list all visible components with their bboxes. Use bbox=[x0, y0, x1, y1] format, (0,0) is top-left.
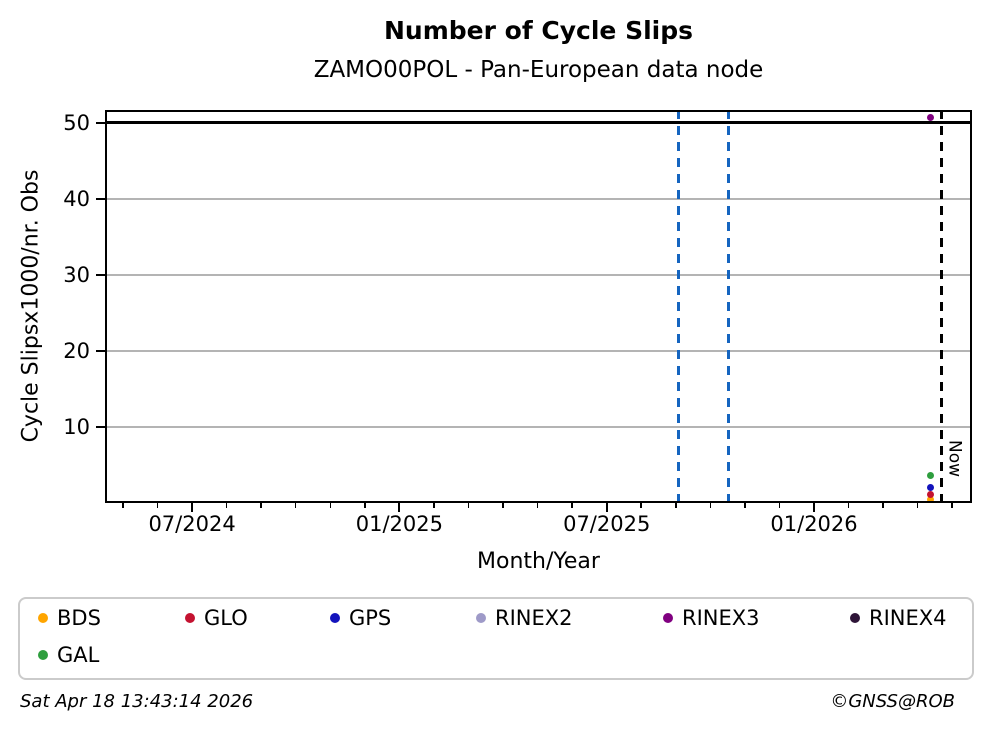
y-gridline bbox=[107, 198, 970, 200]
chart-subtitle: ZAMO00POL - Pan-European data node bbox=[313, 57, 764, 83]
x-minor-tick bbox=[744, 503, 746, 508]
legend-item-rinex4: RINEX4 bbox=[850, 605, 947, 631]
x-major-tick bbox=[191, 503, 194, 512]
data-point-gal bbox=[926, 472, 934, 480]
legend-item-gal: GAL bbox=[38, 642, 99, 668]
x-minor-tick bbox=[329, 503, 332, 508]
y-tick-label: 30 bbox=[63, 262, 90, 287]
legend-label: GPS bbox=[349, 606, 392, 630]
x-axis-label: Month/Year bbox=[477, 549, 600, 574]
x-major-tick bbox=[398, 503, 401, 512]
legend: BDS GLO GPS RINEX2 RINEX3 RINEX4 GAL bbox=[18, 597, 974, 680]
x-minor-tick bbox=[778, 503, 781, 508]
legend-label: GAL bbox=[57, 643, 100, 667]
event-line bbox=[726, 110, 730, 503]
x-minor-tick bbox=[709, 503, 712, 508]
x-minor-tick bbox=[467, 503, 470, 508]
x-minor-tick bbox=[847, 503, 850, 508]
plot-timestamp: Sat Apr 18 13:43:14 2026 bbox=[20, 691, 254, 712]
y-tick bbox=[96, 197, 105, 200]
x-minor-tick bbox=[640, 503, 642, 508]
data-point-glo bbox=[926, 491, 934, 499]
legend-marker-rinex4 bbox=[850, 613, 860, 623]
y-gridline bbox=[107, 350, 970, 352]
legend-marker-glo bbox=[185, 613, 195, 623]
x-tick-label: 07/2025 bbox=[563, 512, 651, 536]
now-line bbox=[939, 110, 943, 503]
y-tick-label: 10 bbox=[63, 414, 90, 439]
legend-item-rinex2: RINEX2 bbox=[476, 605, 573, 631]
legend-marker-rinex2 bbox=[476, 613, 486, 623]
y-tick bbox=[96, 349, 105, 352]
x-tick-label: 01/2025 bbox=[355, 512, 443, 536]
legend-marker-gps bbox=[330, 613, 340, 623]
y-gridline bbox=[107, 274, 970, 276]
legend-label: GLO bbox=[204, 606, 248, 630]
legend-marker-bds bbox=[38, 613, 48, 623]
x-minor-tick bbox=[675, 503, 677, 508]
y-gridline bbox=[107, 426, 970, 428]
legend-item-rinex3: RINEX3 bbox=[663, 605, 760, 631]
legend-marker-gal bbox=[38, 650, 48, 660]
y-tick-label: 50 bbox=[63, 110, 90, 135]
x-major-tick bbox=[605, 503, 608, 512]
x-minor-tick bbox=[294, 503, 297, 508]
now-label: Now bbox=[944, 440, 965, 478]
threshold-line bbox=[105, 121, 972, 125]
legend-marker-rinex3 bbox=[663, 613, 673, 623]
y-tick bbox=[96, 425, 105, 428]
x-minor-tick bbox=[916, 503, 919, 508]
y-tick bbox=[96, 121, 105, 124]
legend-label: RINEX3 bbox=[682, 606, 760, 630]
data-point-bds bbox=[926, 495, 934, 503]
legend-item-glo: GLO bbox=[185, 605, 248, 631]
legend-label: BDS bbox=[57, 606, 101, 630]
legend-item-gps: GPS bbox=[330, 605, 391, 631]
legend-label: RINEX2 bbox=[495, 606, 573, 630]
x-minor-tick bbox=[433, 503, 435, 508]
x-minor-tick bbox=[156, 503, 159, 508]
legend-label: RINEX4 bbox=[869, 606, 947, 630]
x-minor-tick bbox=[122, 503, 124, 508]
x-minor-tick bbox=[951, 503, 953, 508]
x-minor-tick bbox=[502, 503, 504, 508]
x-major-tick bbox=[813, 503, 816, 512]
y-tick-label: 20 bbox=[63, 338, 90, 363]
data-point-rinex3 bbox=[926, 114, 934, 122]
x-minor-tick bbox=[536, 503, 539, 508]
data-point-gps bbox=[926, 484, 934, 492]
x-minor-tick bbox=[882, 503, 884, 508]
y-tick bbox=[96, 273, 105, 276]
y-tick-label: 40 bbox=[63, 186, 90, 211]
x-minor-tick bbox=[225, 503, 228, 508]
copyright-credit: ©GNSS@ROB bbox=[830, 691, 955, 712]
x-tick-label: 01/2026 bbox=[770, 512, 858, 536]
x-tick-label: 07/2024 bbox=[148, 512, 236, 536]
legend-item-bds: BDS bbox=[38, 605, 101, 631]
chart-title: Number of Cycle Slips bbox=[383, 16, 694, 45]
plot-frame bbox=[105, 110, 972, 503]
x-minor-tick bbox=[364, 503, 366, 508]
x-minor-tick bbox=[571, 503, 573, 508]
event-line bbox=[676, 110, 680, 503]
x-minor-tick bbox=[260, 503, 262, 508]
